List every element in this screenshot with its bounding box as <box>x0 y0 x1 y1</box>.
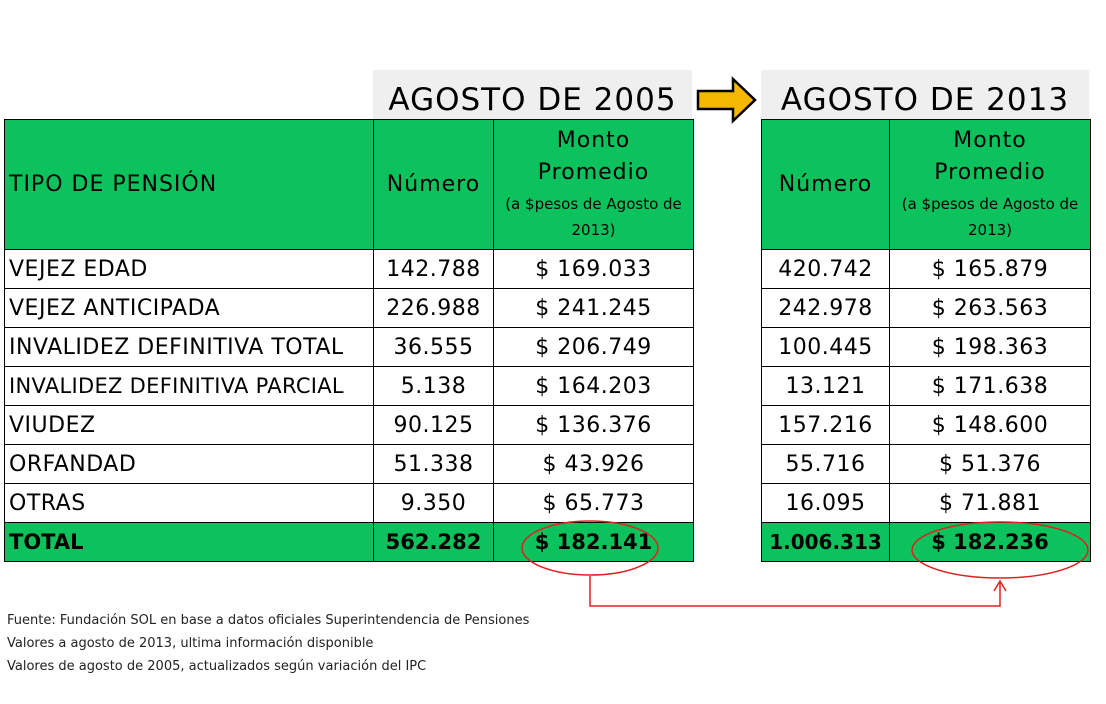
total-numero-2005: 562.282 <box>373 522 494 562</box>
row-monto-2013: $ 148.600 <box>889 405 1091 445</box>
row-numero-2013: 100.445 <box>761 327 890 367</box>
col-header-tipo: TIPO DE PENSIÓN <box>4 119 374 250</box>
connector-arrow <box>589 576 1001 607</box>
connector-arrowhead <box>993 579 1007 592</box>
row-tipo: VEJEZ ANTICIPADA <box>4 288 374 328</box>
row-numero-2005: 5.138 <box>373 366 494 406</box>
footnote-values-2005: Valores de agosto de 2005, actualizados … <box>7 659 427 674</box>
total-row: 1.006.313 $ 182.236 <box>761 522 1091 562</box>
row-monto-2005: $ 136.376 <box>493 405 694 445</box>
row-numero-2005: 51.338 <box>373 444 494 484</box>
monto-label-2: Promedio <box>537 160 650 186</box>
row-monto-2013: $ 51.376 <box>889 444 1091 484</box>
row-numero-2013: 242.978 <box>761 288 890 328</box>
row-tipo: INVALIDEZ DEFINITIVA TOTAL <box>4 327 374 367</box>
col-header-monto: Monto Promedio (a $pesos de Agosto de 20… <box>493 119 694 250</box>
row-numero-2013: 55.716 <box>761 444 890 484</box>
footnotes: Fuente: Fundación SOL en base a datos of… <box>7 609 529 678</box>
table-row: 420.742 $ 165.879 <box>761 249 1091 289</box>
footnote-source: Fuente: Fundación SOL en base a datos of… <box>7 613 530 628</box>
table-row: 55.716 $ 51.376 <box>761 444 1091 484</box>
table-2013: Número Monto Promedio (a $pesos de Agost… <box>761 119 1091 562</box>
row-monto-2005: $ 206.749 <box>493 327 694 367</box>
table-header-row: Número Monto Promedio (a $pesos de Agost… <box>761 119 1091 250</box>
row-monto-2013: $ 71.881 <box>889 483 1091 523</box>
row-numero-2005: 226.988 <box>373 288 494 328</box>
row-numero-2005: 36.555 <box>373 327 494 367</box>
table-row: ORFANDAD 51.338 $ 43.926 <box>4 444 694 484</box>
monto-note: (a $pesos de Agosto de 2013) <box>505 194 682 239</box>
row-numero-2013: 13.121 <box>761 366 890 406</box>
total-monto-2005: $ 182.141 <box>493 522 694 562</box>
monto-label-1: Monto <box>953 127 1027 153</box>
row-numero-2005: 142.788 <box>373 249 494 289</box>
table-row: INVALIDEZ DEFINITIVA TOTAL 36.555 $ 206.… <box>4 327 694 367</box>
row-monto-2013: $ 171.638 <box>889 366 1091 406</box>
row-monto-2005: $ 43.926 <box>493 444 694 484</box>
table-row: OTRAS 9.350 $ 65.773 <box>4 483 694 523</box>
row-numero-2013: 420.742 <box>761 249 890 289</box>
table-row: VEJEZ ANTICIPADA 226.988 $ 241.245 <box>4 288 694 328</box>
row-monto-2005: $ 65.773 <box>493 483 694 523</box>
monto-label-2: Promedio <box>934 160 1046 186</box>
table-2005: TIPO DE PENSIÓN Número Monto Promedio (a… <box>4 119 694 562</box>
row-numero-2005: 9.350 <box>373 483 494 523</box>
footnote-values-2013: Valores a agosto de 2013, ultima informa… <box>7 636 374 651</box>
table-row: 16.095 $ 71.881 <box>761 483 1091 523</box>
row-monto-2013: $ 165.879 <box>889 249 1091 289</box>
table-row: VEJEZ EDAD 142.788 $ 169.033 <box>4 249 694 289</box>
col-header-numero: Número <box>761 119 890 250</box>
row-numero-2013: 157.216 <box>761 405 890 445</box>
total-numero-2013: 1.006.313 <box>761 522 890 562</box>
table-row: 242.978 $ 263.563 <box>761 288 1091 328</box>
table-row: 13.121 $ 171.638 <box>761 366 1091 406</box>
monto-label-1: Monto <box>556 127 631 153</box>
row-tipo: VEJEZ EDAD <box>4 249 374 289</box>
row-monto-2005: $ 169.033 <box>493 249 694 289</box>
row-tipo: VIUDEZ <box>4 405 374 445</box>
table-header-row: TIPO DE PENSIÓN Número Monto Promedio (a… <box>4 119 694 250</box>
row-tipo: OTRAS <box>4 483 374 523</box>
col-header-numero: Número <box>373 119 494 250</box>
row-tipo: INVALIDEZ DEFINITIVA PARCIAL <box>4 366 374 406</box>
monto-note: (a $pesos de Agosto de 2013) <box>901 194 1079 239</box>
table-row: 100.445 $ 198.363 <box>761 327 1091 367</box>
row-monto-2005: $ 164.203 <box>493 366 694 406</box>
period-header-2013: AGOSTO DE 2013 <box>761 70 1089 119</box>
row-monto-2013: $ 263.563 <box>889 288 1091 328</box>
table-row: VIUDEZ 90.125 $ 136.376 <box>4 405 694 445</box>
row-numero-2013: 16.095 <box>761 483 890 523</box>
row-monto-2005: $ 241.245 <box>493 288 694 328</box>
total-row: TOTAL 562.282 $ 182.141 <box>4 522 694 562</box>
arrow-right-icon <box>696 76 757 124</box>
col-header-monto: Monto Promedio (a $pesos de Agosto de 20… <box>889 119 1091 250</box>
table-row: 157.216 $ 148.600 <box>761 405 1091 445</box>
row-numero-2005: 90.125 <box>373 405 494 445</box>
total-monto-2013: $ 182.236 <box>889 522 1091 562</box>
period-header-2005: AGOSTO DE 2005 <box>373 70 692 119</box>
row-monto-2013: $ 198.363 <box>889 327 1091 367</box>
total-label: TOTAL <box>4 522 374 562</box>
table-row: INVALIDEZ DEFINITIVA PARCIAL 5.138 $ 164… <box>4 366 694 406</box>
row-tipo: ORFANDAD <box>4 444 374 484</box>
